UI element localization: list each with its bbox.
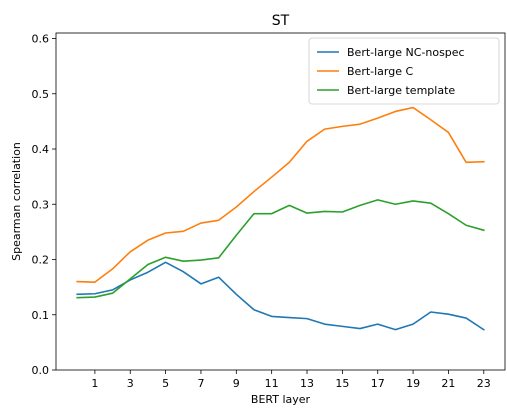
x-tick-label: 17: [371, 377, 385, 390]
x-tick-label: 13: [300, 377, 314, 390]
legend: Bert-large NC-nospec Bert-large C Bert-lar…: [308, 37, 500, 105]
plot-frame: [55, 32, 506, 371]
y-axis-label: Spearman correlation: [10, 142, 23, 261]
legend-label: Bert-large C: [347, 65, 413, 78]
legend-box: [308, 37, 500, 105]
x-tick-label: 9: [233, 377, 240, 390]
legend-label: Bert-large template: [347, 84, 455, 97]
x-axis-label: BERT layer: [251, 393, 311, 405]
legend-label: Bert-large NC-nospec: [347, 46, 465, 59]
x-tick-label: 1: [91, 377, 98, 390]
y-tick-label: 0.0: [32, 364, 50, 377]
x-tick-label: 5: [162, 377, 169, 390]
y-tick-label: 0.6: [32, 33, 50, 46]
chart-title: ST: [272, 13, 290, 29]
y-tick-label: 0.5: [32, 88, 50, 101]
x-tick-label: 15: [335, 377, 349, 390]
y-tick-label: 0.4: [32, 143, 50, 156]
y-tick-label: 0.1: [32, 309, 50, 322]
x-tick-label: 23: [477, 377, 491, 390]
x-tick-label: 7: [197, 377, 204, 390]
x-tick-label: 21: [441, 377, 455, 390]
x-tick-label: 19: [406, 377, 420, 390]
y-tick-label: 0.2: [32, 254, 50, 267]
axis-ticks: 1 3 5 7 9 11 13 15 17 19 21 230.00.10.20.30.40.50.6: [32, 33, 491, 390]
series-line-2: [76, 199, 485, 299]
x-tick-label: 3: [127, 377, 134, 390]
plot-area: [76, 106, 485, 331]
series-line-0: [76, 261, 485, 331]
series-line-1: [76, 106, 485, 283]
y-tick-label: 0.3: [32, 198, 50, 211]
x-tick-label: 11: [265, 377, 279, 390]
